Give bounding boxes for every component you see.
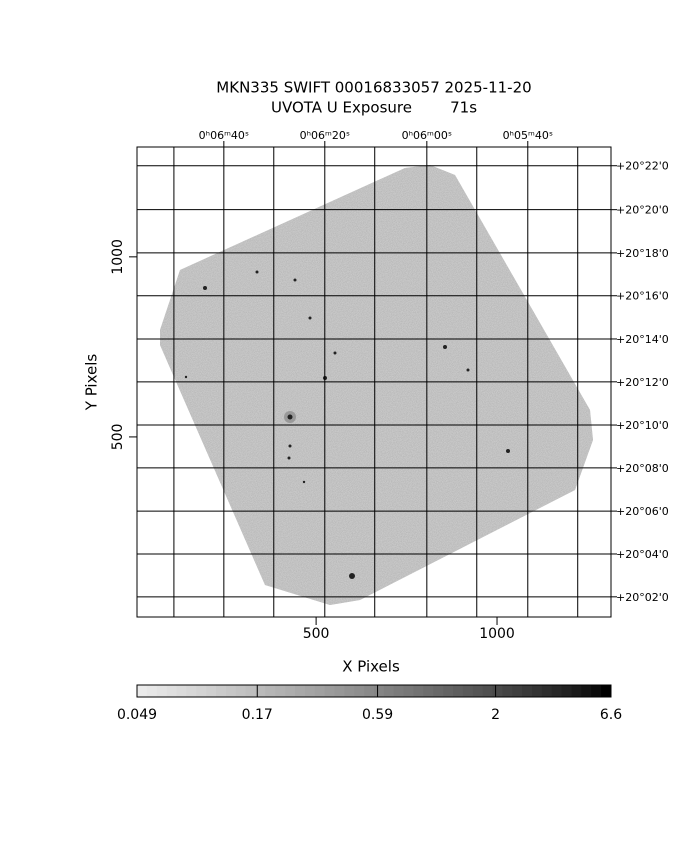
colorbar-tick-label: 0.59 — [362, 707, 393, 723]
colorbar-step — [186, 685, 197, 697]
colorbar-tick-label: 0.049 — [117, 707, 157, 723]
y2-tick-label: +20°16'0 — [616, 290, 669, 303]
source — [302, 480, 306, 484]
colorbar-step — [413, 685, 424, 697]
y-axis-label: Y Pixels — [83, 354, 101, 412]
y2-tick-label: +20°14'0 — [616, 333, 669, 346]
colorbar-step — [591, 685, 602, 697]
colorbar-step — [492, 685, 503, 697]
colorbar-step — [354, 685, 365, 697]
x2-tick-label: 0ʰ06ᵐ00ˢ — [402, 129, 452, 142]
colorbar-step — [462, 685, 474, 697]
colorbar-step — [314, 685, 326, 697]
colorbar-step — [146, 685, 158, 697]
colorbar-step — [255, 685, 266, 697]
colorbar-tick-label: 2 — [491, 707, 500, 723]
x2-tick-label: 0ʰ06ᵐ20ˢ — [300, 129, 350, 142]
colorbar-step — [551, 685, 563, 697]
colorbar-step — [502, 685, 513, 697]
colorbar-step — [423, 685, 434, 697]
colorbar-step — [433, 685, 444, 697]
x2-tick-label: 0ʰ06ᵐ40ˢ — [199, 129, 249, 142]
x2-tick-label: 0ʰ05ᵐ40ˢ — [503, 129, 553, 142]
source — [287, 414, 293, 420]
colorbar-step — [443, 685, 454, 697]
y-tick-label: 1000 — [110, 239, 126, 275]
y2-tick-label: +20°08'0 — [616, 462, 669, 475]
source — [293, 278, 297, 282]
colorbar-step — [275, 685, 286, 697]
exposure-noise — [160, 165, 593, 605]
colorbar-step — [206, 685, 217, 697]
y2-tick-label: +20°10'0 — [616, 419, 669, 432]
x-axis-label: X Pixels — [342, 658, 400, 676]
source — [287, 456, 291, 460]
colorbar-step — [137, 685, 148, 697]
colorbar-step — [295, 685, 306, 697]
source — [333, 351, 337, 355]
colorbar-step — [561, 685, 572, 697]
chart-title: MKN335 SWIFT 00016833057 2025-11-20 — [216, 79, 531, 97]
x-tick-label: 1000 — [479, 626, 515, 642]
colorbar-step — [374, 685, 385, 697]
source — [203, 286, 207, 290]
colorbar-step — [601, 685, 612, 697]
y2-tick-label: +20°20'0 — [616, 204, 669, 217]
colorbar-step — [216, 685, 227, 697]
colorbar-step — [166, 685, 177, 697]
colorbar-step — [285, 685, 296, 697]
colorbar-step — [235, 685, 247, 697]
source — [184, 375, 188, 379]
colorbar-step — [522, 685, 533, 697]
colorbar-step — [453, 685, 464, 697]
colorbar-step — [344, 685, 355, 697]
colorbar-step — [581, 685, 592, 697]
chart-subtitle: UVOTA U Exposure 71s — [271, 99, 477, 117]
y2-tick-label: +20°04'0 — [616, 548, 669, 561]
colorbar-step — [541, 685, 553, 697]
colorbar-step — [176, 685, 187, 697]
source — [308, 316, 312, 320]
colorbar-step — [383, 685, 395, 697]
y2-tick-label: +20°22'0 — [616, 160, 669, 173]
source — [506, 449, 510, 453]
source — [349, 573, 355, 579]
colorbar-step — [265, 685, 276, 697]
colorbar-step — [403, 685, 414, 697]
colorbar-step — [245, 685, 256, 697]
colorbar-step — [472, 685, 484, 697]
source — [288, 444, 292, 448]
colorbar-step — [156, 685, 168, 697]
x-tick-label: 500 — [303, 626, 330, 642]
y2-tick-label: +20°02'0 — [616, 591, 669, 604]
colorbar-step — [304, 685, 316, 697]
colorbar-step — [364, 685, 375, 697]
exposure-image — [160, 165, 593, 605]
y-tick-label: 500 — [110, 424, 126, 451]
y2-tick-label: +20°18'0 — [616, 247, 669, 260]
colorbar-step — [196, 685, 207, 697]
colorbar-step — [225, 685, 237, 697]
y2-tick-label: +20°12'0 — [616, 376, 669, 389]
colorbar-step — [482, 685, 493, 697]
colorbar-step — [324, 685, 335, 697]
source — [466, 368, 470, 372]
colorbar-tick-label: 6.6 — [600, 707, 622, 723]
colorbar-step — [334, 685, 345, 697]
source — [255, 270, 259, 274]
colorbar-step — [532, 685, 543, 697]
colorbar-step — [571, 685, 582, 697]
colorbar-tick-label: 0.17 — [242, 707, 273, 723]
y2-tick-label: +20°06'0 — [616, 505, 669, 518]
colorbar-step — [512, 685, 523, 697]
colorbar-step — [393, 685, 405, 697]
sources — [184, 270, 510, 579]
source — [443, 345, 447, 349]
